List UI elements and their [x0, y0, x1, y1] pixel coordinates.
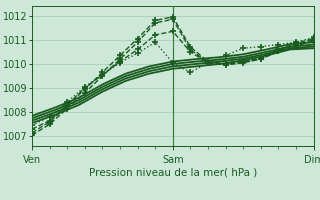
- X-axis label: Pression niveau de la mer( hPa ): Pression niveau de la mer( hPa ): [89, 168, 257, 178]
